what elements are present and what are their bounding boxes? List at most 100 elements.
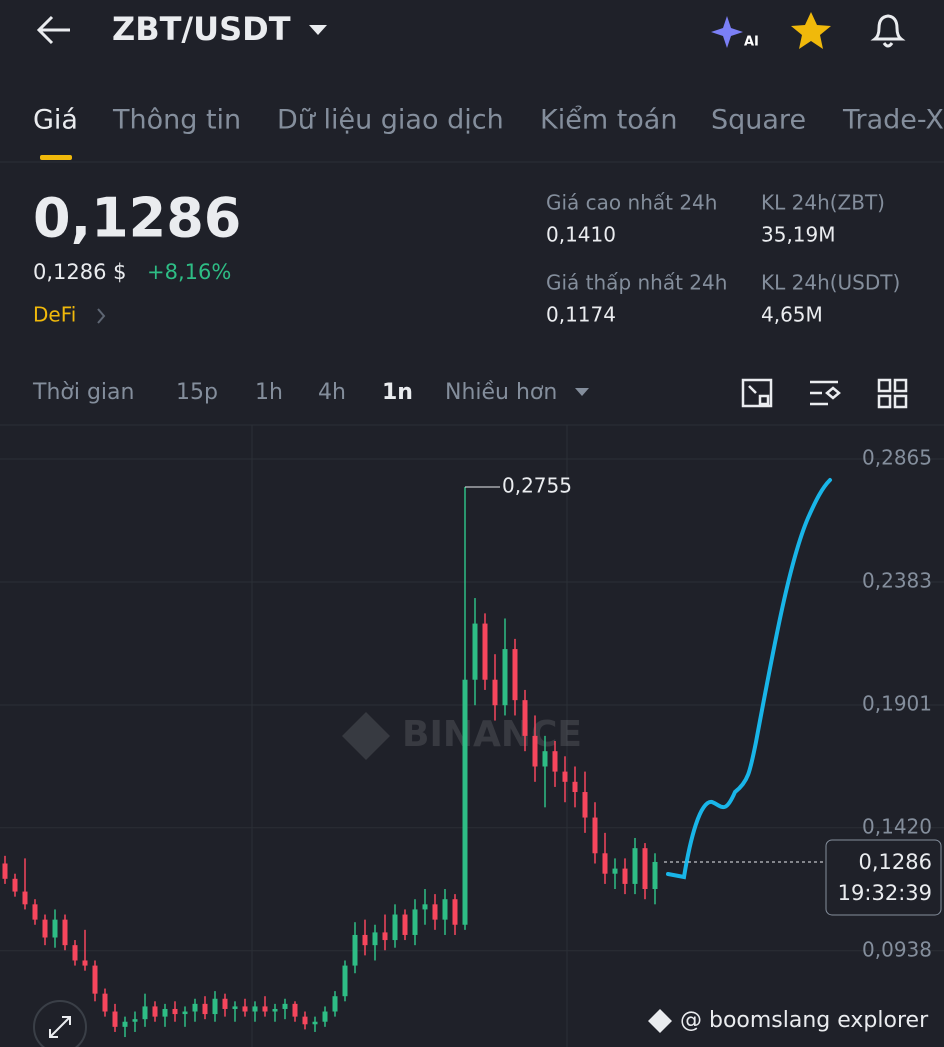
candle-body [642,848,648,890]
candle-body [542,751,548,767]
candle-body [362,934,368,946]
tab-bar: Giá Thông tin Dữ liệu giao dịch Kiểm toán Sq… [33,105,944,136]
timeframe-bar: Thời gian 15p 1h 4h 1n Nhiều hơn [32,380,557,405]
candle-body [222,998,228,1009]
stat-label: Giá thấp nhất 24h [546,271,727,295]
tab[interactable]: Square [711,105,806,136]
tab[interactable]: Dữ liệu giao dịch [277,105,504,136]
stat-value: 0,1174 [546,303,616,327]
candle-body [632,848,638,884]
candle-body [252,1006,258,1012]
tab[interactable]: Giá [33,105,78,136]
overlay: 0,2755 0,1286 19:32:39 [465,474,942,916]
svg-text:AI: AI [744,35,759,50]
candle-body [272,1008,278,1012]
candle-body [572,781,578,793]
category-tag[interactable]: DeFi [33,303,76,327]
expand-button[interactable] [33,1000,87,1047]
fiat-price: 0,1286 $ [33,260,127,284]
candle-body [592,817,598,854]
y-tick-label: 0,2383 [862,568,932,592]
last-price: 0,1286 [33,187,241,250]
candle-body [242,1006,248,1012]
timeframe[interactable]: 15p [176,380,218,405]
timeframe[interactable]: 1h [255,380,283,405]
candle-body [22,891,28,905]
candle-body [582,792,588,818]
candle-body [392,914,398,941]
candle-body [142,1006,148,1020]
alert-button[interactable] [870,14,906,48]
candle-body [132,1019,138,1022]
candle-body [282,1003,288,1009]
current-price-box [825,839,942,916]
timeframe[interactable]: 1n [382,380,413,405]
stat-value: 35,19M [761,223,836,247]
candle-body [522,700,528,736]
back-button[interactable] [36,15,70,45]
pair-title[interactable]: ZBT/USDT [112,10,291,48]
candle-body [452,899,458,925]
candle-body [152,1006,158,1017]
candle-body [262,1006,268,1012]
candle-body [302,1016,308,1025]
candle-body [42,919,48,938]
footer-text: @ boomslang explorer [680,1008,929,1033]
favorite-button[interactable] [791,12,831,49]
high-label: 0,2755 [502,474,572,498]
candle-body [322,1011,328,1022]
candle-body [482,623,488,680]
candle-body [122,1021,128,1027]
candle-body [292,1003,298,1017]
footer-icon [648,1009,672,1033]
more-dropdown[interactable] [575,388,589,396]
stat-value: 0,1410 [546,223,616,247]
candle-body [212,998,218,1015]
active-tab-indicator [40,155,72,160]
timeframe: Thời gian [32,380,134,405]
candle-body [462,679,468,925]
candle-body [32,904,38,920]
candles [2,487,658,1038]
timeframe[interactable]: 4h [318,380,346,405]
y-tick-label: 0,0938 [862,937,932,961]
y-tick-label: 0,1901 [862,691,932,715]
chart-tool-button[interactable] [741,378,773,408]
stat-label: KL 24h(ZBT) [761,191,885,215]
candle-body [652,861,658,890]
watermark: BINANCE [342,712,582,760]
tab[interactable]: Trade-X [842,105,944,136]
candle-body [332,996,338,1012]
tab[interactable]: Kiểm toán [540,105,677,136]
expand-icon [49,1016,71,1038]
ai-button[interactable]: AI [711,16,759,50]
timeframe[interactable]: Nhiều hơn [445,380,557,405]
indicator-button[interactable] [810,380,841,406]
candle-body [192,1003,198,1012]
candle-body [492,679,498,706]
candle-body [502,649,508,706]
stat-label: Giá cao nhất 24h [546,191,717,215]
candle-body [342,965,348,997]
tag-chevron [97,308,106,324]
candle-body [352,934,358,966]
candle-body [412,909,418,935]
candle-body [232,1006,238,1009]
candle-body [12,878,18,892]
candle-body [92,965,98,994]
candle-body [622,868,628,884]
tab[interactable]: Thông tin [112,105,241,136]
candle-body [2,863,8,879]
layout-button[interactable] [877,378,908,409]
candle-body [72,945,78,961]
candle-body [512,649,518,701]
candle-body [172,1008,178,1015]
candle-body [432,904,438,920]
candle-body [562,771,568,782]
pair-dropdown[interactable] [309,25,327,35]
y-tick-label: 0,2865 [862,445,932,469]
drawn-projection [666,478,832,880]
candle-body [472,623,478,680]
